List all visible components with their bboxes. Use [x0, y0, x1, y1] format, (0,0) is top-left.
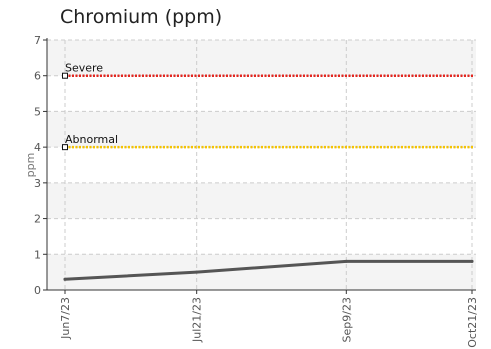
y-axis-label: ppm — [24, 153, 37, 178]
x-tick-label: Jun7/23 — [59, 297, 72, 340]
x-tick-label: Sep9/23 — [340, 297, 353, 342]
series-line — [63, 259, 474, 281]
x-tick-label: Oct21/23 — [466, 297, 479, 348]
grid-band — [47, 111, 476, 148]
y-tick-label: 5 — [34, 105, 41, 118]
y-tick-label: 7 — [34, 34, 41, 47]
threshold-label: Abnormal — [65, 133, 118, 146]
data-point — [63, 277, 67, 281]
y-tick-label: 1 — [34, 248, 41, 261]
x-tick-label: Jul21/23 — [191, 297, 204, 343]
threshold-marker — [62, 144, 68, 151]
chart-title: Chromium (ppm) — [60, 6, 223, 28]
y-tick-label: 2 — [34, 213, 41, 226]
y-tick-label: 3 — [34, 177, 41, 190]
grid-band — [47, 182, 476, 219]
grid-band — [47, 40, 476, 76]
data-point — [344, 259, 348, 263]
y-tick-label: 6 — [34, 70, 41, 83]
y-tick-label: 0 — [34, 284, 41, 297]
data-point — [195, 270, 199, 274]
data-point — [470, 259, 474, 263]
threshold-label: Severe — [65, 62, 103, 75]
y-tick-label: 4 — [34, 141, 41, 154]
grid-band — [47, 254, 476, 290]
threshold-marker — [62, 72, 68, 79]
